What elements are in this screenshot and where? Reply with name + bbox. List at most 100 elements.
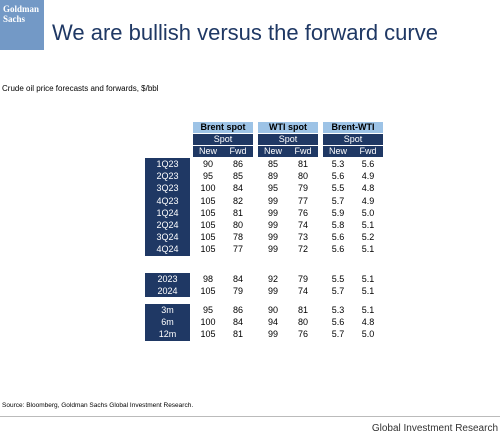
- row-label: 2Q23: [156, 171, 179, 182]
- row-label: 12m: [158, 329, 177, 340]
- table: Brent spot Spot WTI spot Spot Brent-WTI Spot N…: [145, 122, 383, 341]
- table-cell: 74: [297, 286, 308, 297]
- label-bg: [145, 158, 190, 256]
- table-cell: 5.3: [331, 159, 345, 169]
- table-cell: 5.6: [361, 159, 375, 169]
- table-cell: 4.8: [361, 317, 375, 328]
- table-cell: 80: [297, 317, 308, 328]
- table-cell: 105: [200, 244, 216, 255]
- table-cell: 72: [297, 244, 308, 255]
- table-cell: 99: [267, 232, 278, 243]
- table-cell: 95: [267, 183, 278, 194]
- table-cell: 5.1: [361, 274, 375, 284]
- table-cell: 105: [200, 207, 216, 218]
- sub-header: Spot: [258, 134, 318, 145]
- table-cell: 5.8: [331, 220, 345, 230]
- table-cell: 99: [267, 207, 278, 218]
- table-cell: 92: [267, 274, 278, 284]
- row-label: 4Q23: [156, 195, 179, 206]
- table-cell: 79: [297, 274, 308, 284]
- table-cell: 80: [297, 171, 308, 182]
- subtitle: Crude oil price forecasts and forwards, …: [2, 84, 159, 93]
- table-cell: 4.9: [361, 195, 375, 206]
- source: Source: Bloomberg, Goldman Sachs Global …: [2, 402, 194, 409]
- table-cell: 5.1: [361, 286, 375, 297]
- table-cell: 5.7: [331, 195, 345, 206]
- group-header: Brent spot: [193, 122, 253, 133]
- table-cell: 81: [232, 329, 243, 340]
- table-cell: 5.1: [361, 220, 375, 230]
- table-cell: 81: [297, 159, 308, 169]
- row-label: 2Q24: [156, 220, 179, 230]
- table-cell: 4.8: [361, 183, 375, 194]
- row-label: 1Q23: [156, 159, 179, 169]
- table-cell: 100: [200, 183, 216, 194]
- table-cell: 5.6: [331, 317, 345, 328]
- column-header: New: [193, 146, 223, 157]
- table-cell: 99: [267, 286, 278, 297]
- table-cell: 89: [267, 171, 278, 182]
- table-cell: 90: [202, 159, 213, 169]
- table-cell: 77: [297, 195, 308, 206]
- table-cell: 5.0: [361, 207, 375, 218]
- table-cell: 5.6: [331, 171, 345, 182]
- table-cell: 85: [232, 171, 243, 182]
- logo: Goldman Sachs: [0, 0, 44, 50]
- table-cell: 76: [297, 329, 308, 340]
- table-cell: 5.0: [361, 329, 375, 340]
- table-cell: 99: [267, 195, 278, 206]
- table-cell: 84: [232, 183, 243, 194]
- table-cell: 4.9: [361, 171, 375, 182]
- row-label: 6m: [161, 317, 174, 328]
- rule: [0, 416, 500, 417]
- group-header: WTI spot: [258, 122, 318, 133]
- sub-header: Spot: [193, 134, 253, 145]
- column-header: New: [323, 146, 353, 157]
- sub-header: Spot: [323, 134, 383, 145]
- row-label: 2023: [157, 274, 178, 284]
- table-cell: 81: [232, 207, 243, 218]
- footer: Global Investment Research: [371, 423, 498, 434]
- table-cell: 99: [267, 220, 278, 230]
- table-cell: 5.3: [331, 305, 345, 315]
- label-bg: [145, 273, 190, 298]
- table-cell: 77: [232, 244, 243, 255]
- table-cell: 98: [202, 274, 213, 284]
- table-cell: 5.5: [331, 183, 345, 194]
- column-header: Fwd: [288, 146, 318, 157]
- column-header: New: [258, 146, 288, 157]
- row-label: 1Q24: [156, 207, 179, 218]
- row-label: 4Q24: [156, 244, 179, 255]
- table-cell: 105: [200, 329, 216, 340]
- table-cell: 105: [200, 220, 216, 230]
- table-cell: 86: [232, 159, 243, 169]
- table-cell: 79: [297, 183, 308, 194]
- table-cell: 5.7: [331, 286, 345, 297]
- row-label: 3Q24: [156, 232, 179, 243]
- row-label: 2024: [157, 286, 178, 297]
- table-cell: 5.6: [331, 244, 345, 255]
- table-cell: 95: [202, 305, 213, 315]
- table-cell: 95: [202, 171, 213, 182]
- table-cell: 5.6: [331, 232, 345, 243]
- table-cell: 73: [297, 232, 308, 243]
- table-cell: 94: [267, 317, 278, 328]
- table-cell: 99: [267, 329, 278, 340]
- column-header: Fwd: [353, 146, 383, 157]
- table-cell: 80: [232, 220, 243, 230]
- table-cell: 5.1: [361, 305, 375, 315]
- label-bg: [145, 304, 190, 341]
- table-cell: 74: [297, 220, 308, 230]
- table-cell: 78: [232, 232, 243, 243]
- table-cell: 5.2: [361, 232, 375, 243]
- table-cell: 5.7: [331, 329, 345, 340]
- group-header: Brent-WTI: [323, 122, 383, 133]
- table-cell: 5.5: [331, 274, 345, 284]
- table-cell: 105: [200, 286, 216, 297]
- table-cell: 5.1: [361, 244, 375, 255]
- table-cell: 5.9: [331, 207, 345, 218]
- table-cell: 99: [267, 244, 278, 255]
- table-cell: 85: [267, 159, 278, 169]
- table-cell: 76: [297, 207, 308, 218]
